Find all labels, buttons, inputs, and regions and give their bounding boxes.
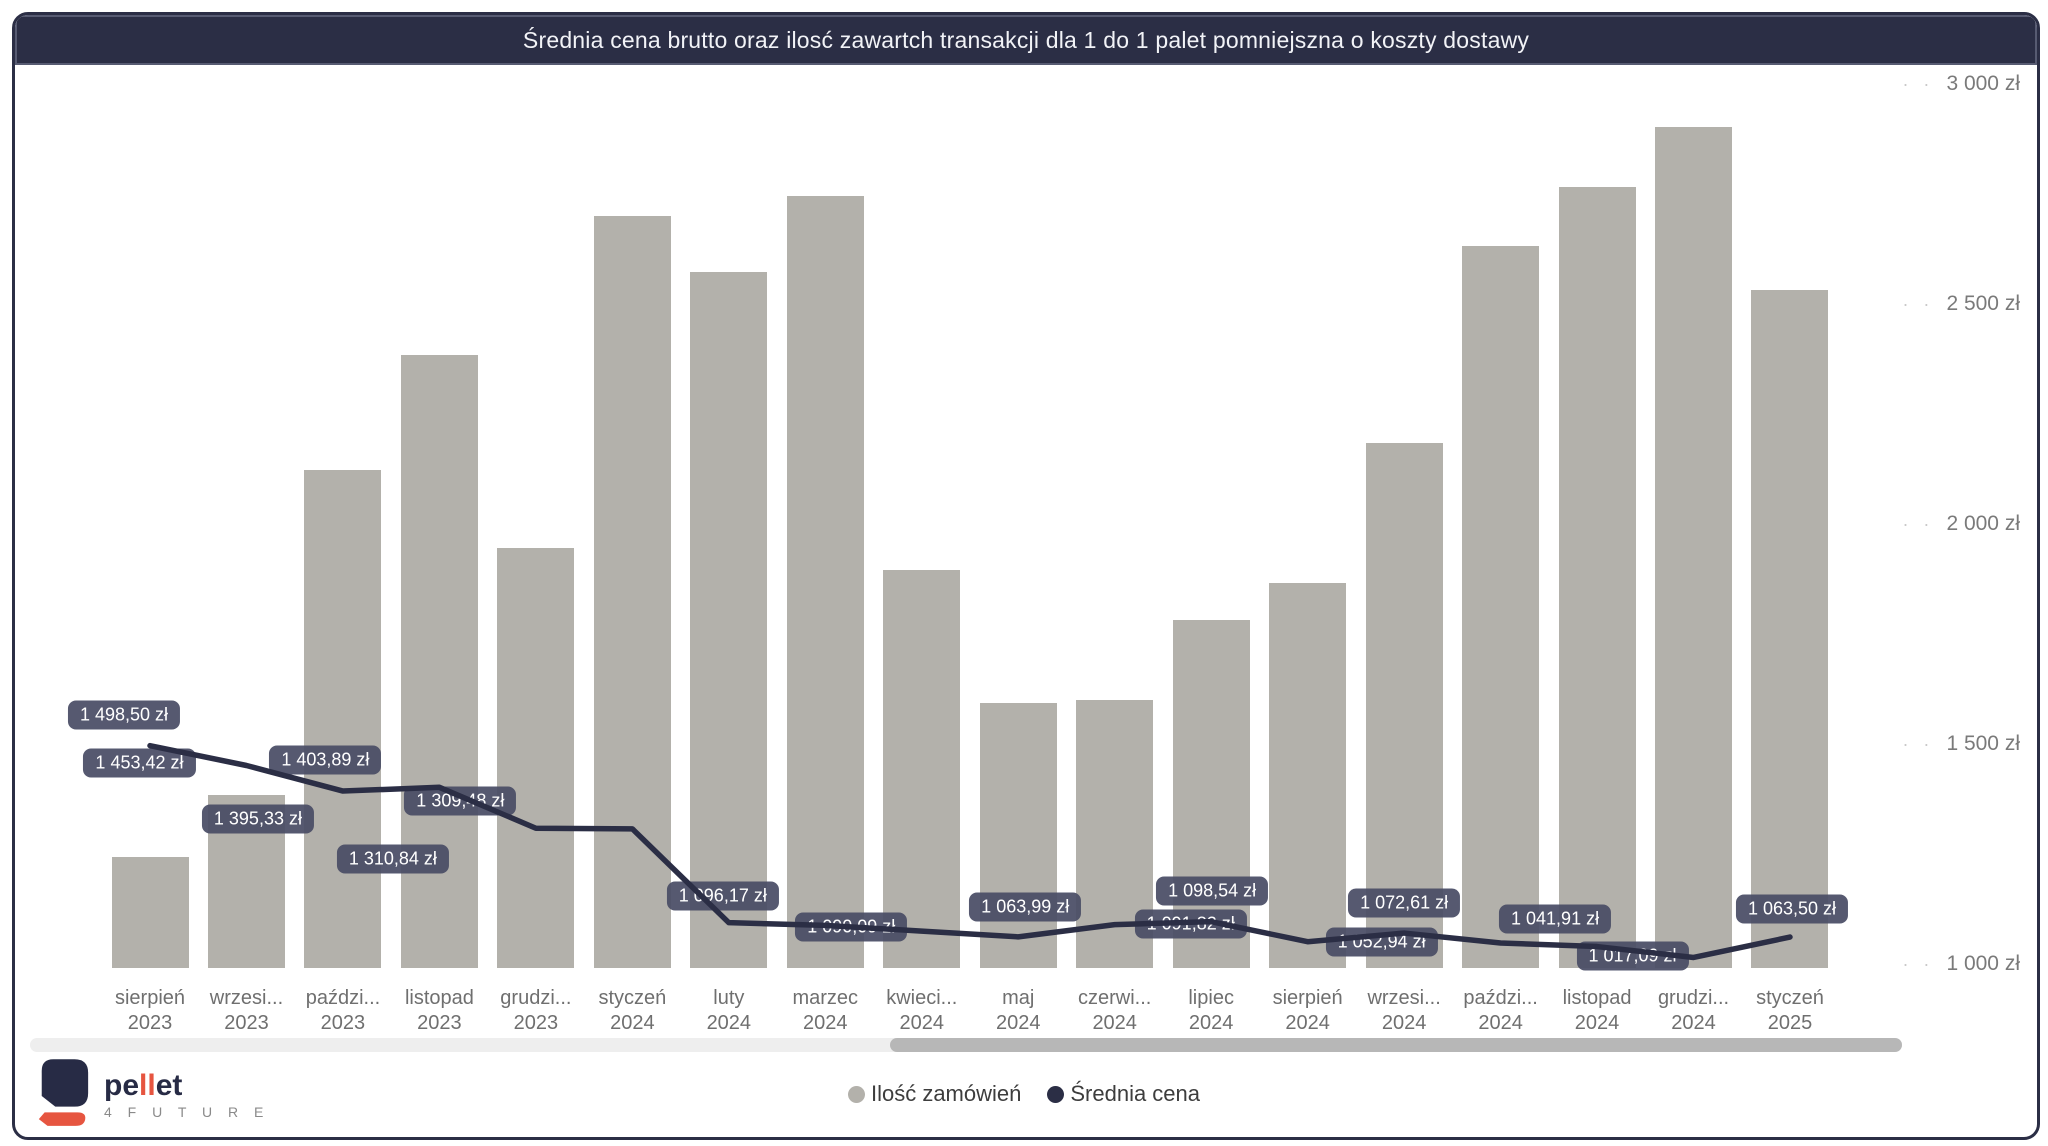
- pellet4future-logo: pellet 4 F U T U R E: [34, 1056, 269, 1134]
- chart-legend: Ilość zamówień Średnia cena: [0, 1078, 2048, 1110]
- legend-label-average-price: Średnia cena: [1070, 1081, 1201, 1106]
- legend-item-average-price[interactable]: Średnia cena: [1047, 1081, 1200, 1107]
- legend-dot-orders-icon: [847, 1085, 865, 1103]
- legend-item-orders[interactable]: Ilość zamówień: [847, 1081, 1022, 1107]
- pellet-leaf-icon: [38, 1059, 89, 1126]
- logo-wordmark: pellet 4 F U T U R E: [104, 1069, 270, 1120]
- chart-horizontal-scrollbar[interactable]: [30, 1038, 1902, 1052]
- logo-subtitle: 4 F U T U R E: [104, 1104, 270, 1120]
- chart-title: Średnia cena brutto oraz ilosć zawartch …: [522, 26, 1530, 53]
- scrollbar-thumb[interactable]: [890, 1038, 1902, 1052]
- legend-label-orders: Ilość zamówień: [870, 1081, 1022, 1106]
- logo-brand-text: pellet: [104, 1069, 183, 1102]
- legend-dot-average-price-icon: [1047, 1085, 1065, 1103]
- chart-card: Średnia cena brutto oraz ilosć zawartch …: [12, 12, 2040, 1140]
- chart-title-bar: Średnia cena brutto oraz ilosć zawartch …: [15, 15, 2037, 65]
